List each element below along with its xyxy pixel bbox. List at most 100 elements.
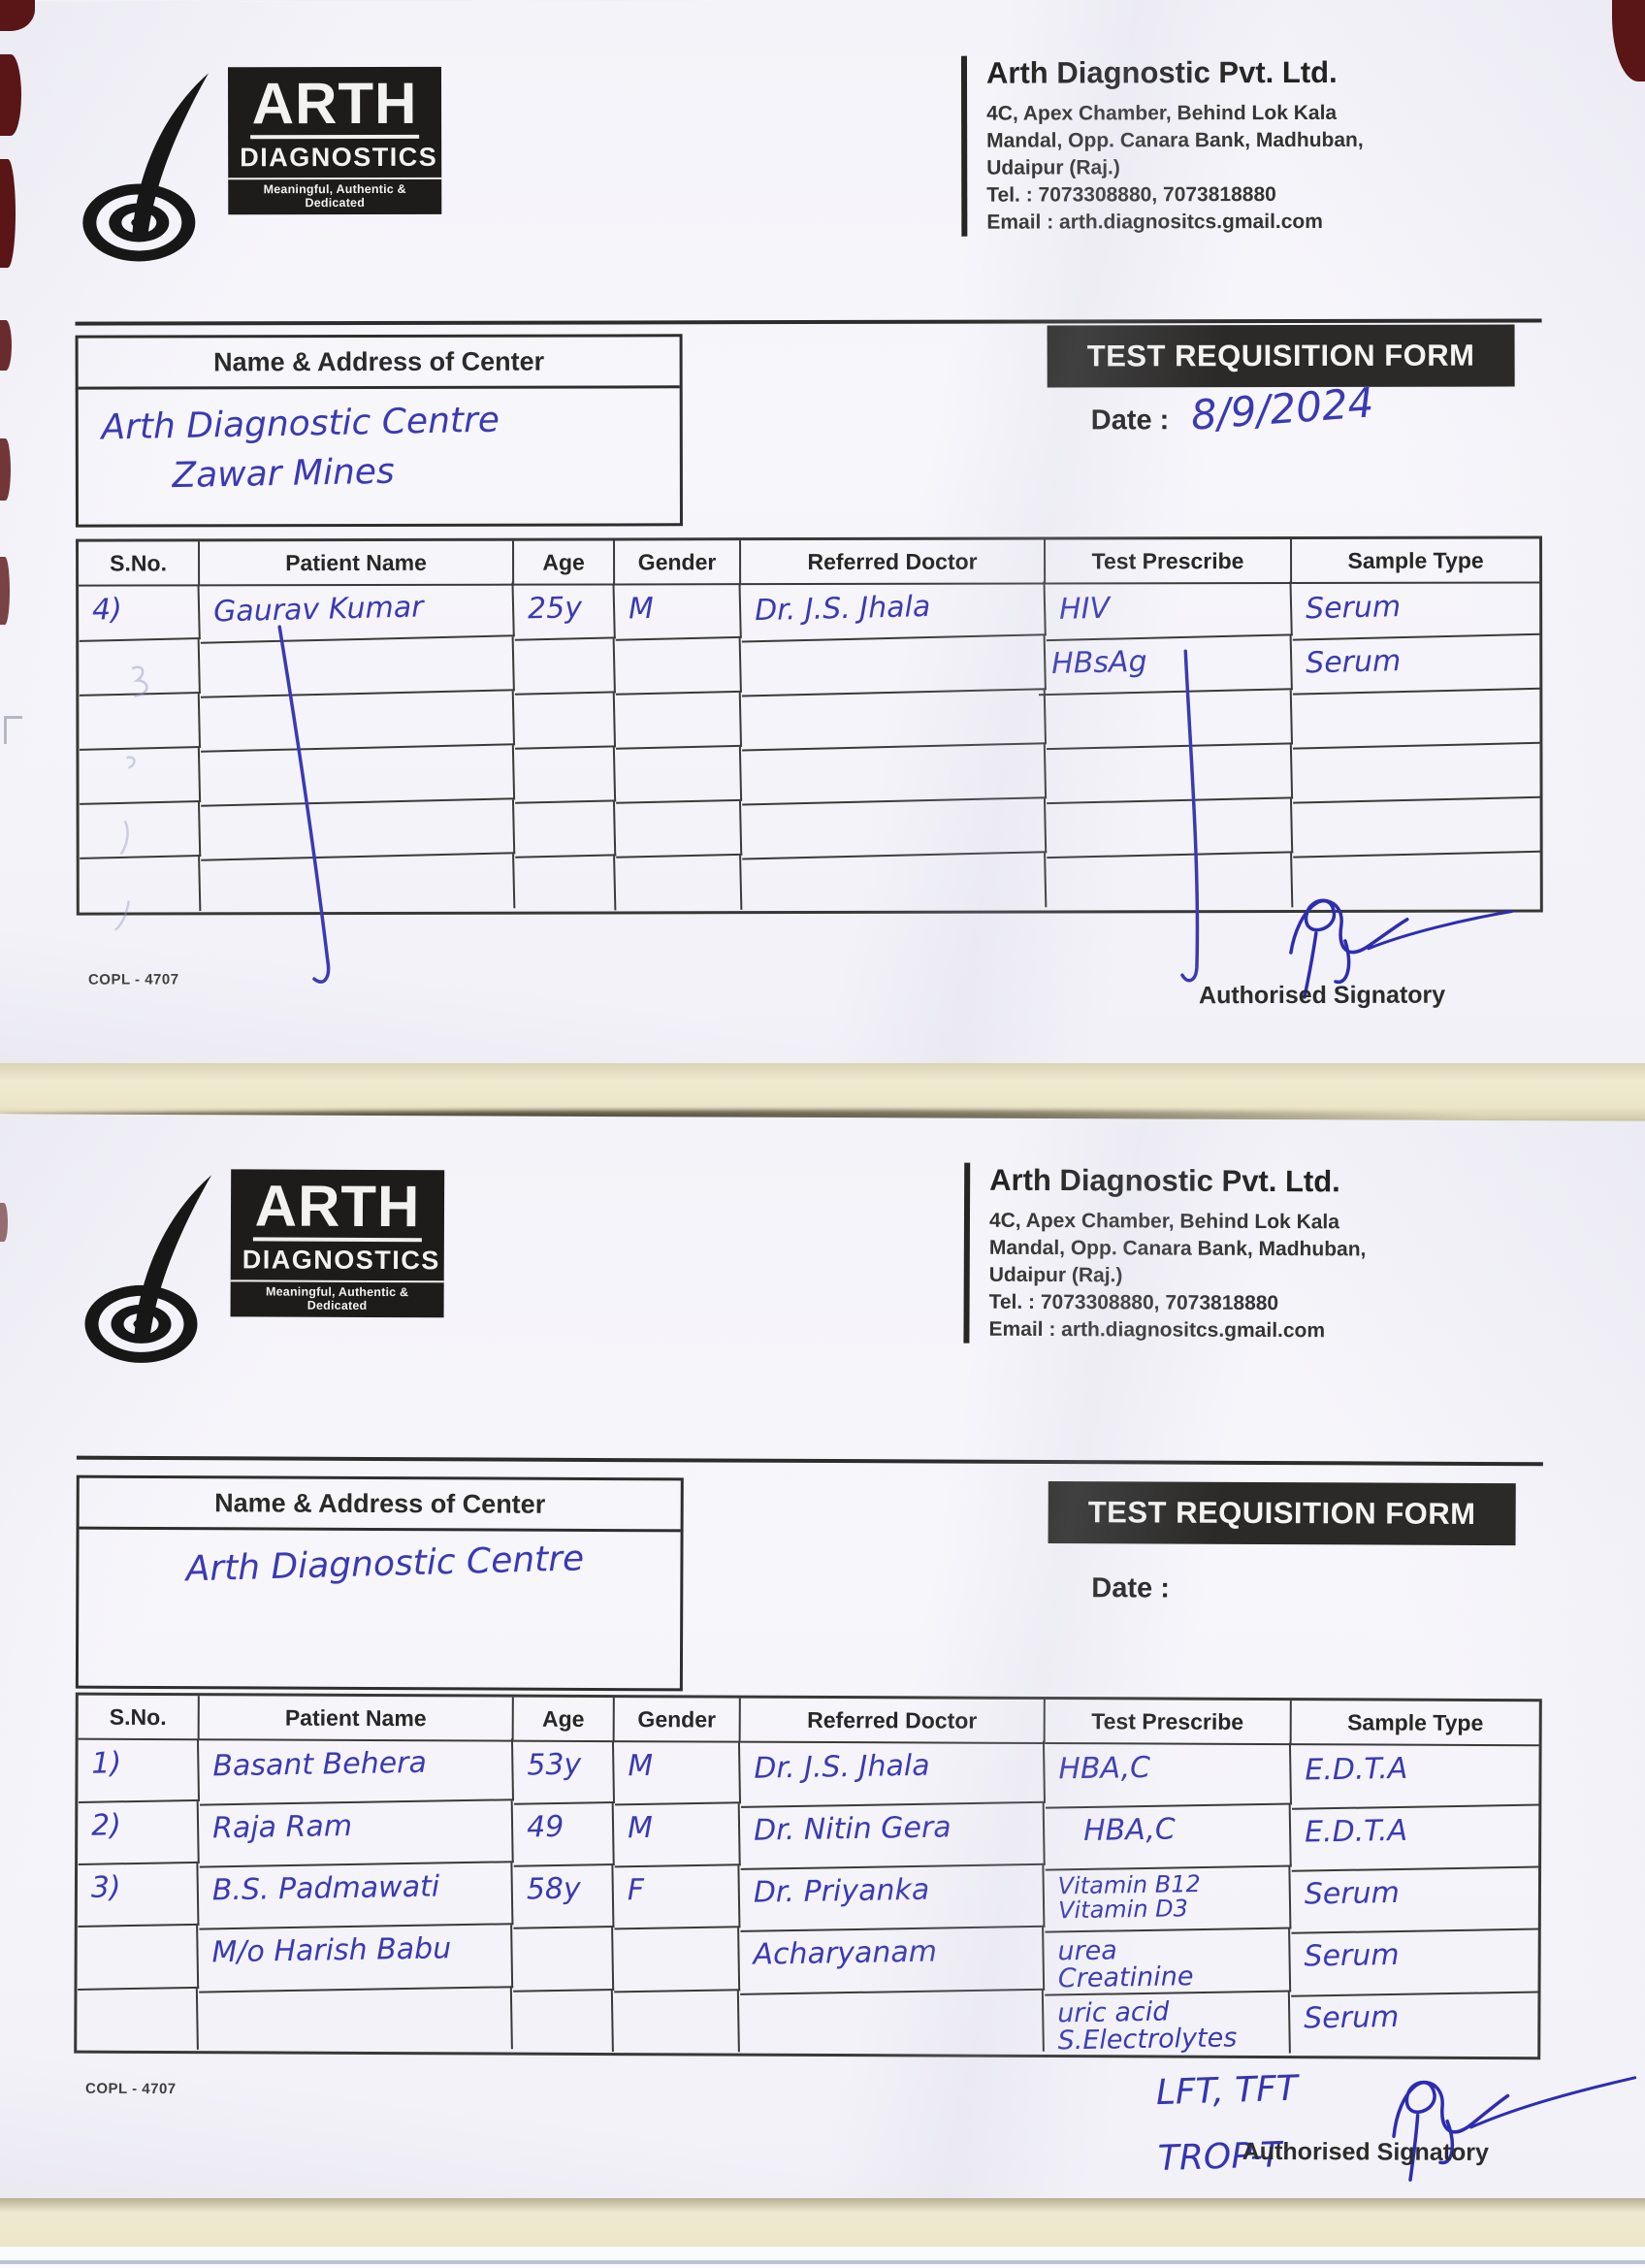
col-header-age: Age: [514, 540, 616, 586]
col-header-gender: Gender: [614, 1698, 741, 1743]
cell-test: HBA,C: [1044, 1804, 1292, 1871]
table-row: 2) Raja Ram 49 M Dr. Nitin Gera HBA,C E.…: [77, 1800, 1539, 1872]
cell-doctor: Dr. Nitin Gera: [739, 1802, 1046, 1870]
company-logo: ARTH DIAGNOSTICS Meaningful, Authentic &…: [75, 48, 501, 276]
col-header-test: Test Prescribe: [1045, 1700, 1292, 1746]
company-info-block: Arth Diagnostic Pvt. Ltd. 4C, Apex Chamb…: [960, 54, 1492, 237]
signature-scribble: [1289, 898, 1514, 999]
company-tel: Tel. : 7073308880, 7073818880: [986, 182, 1276, 207]
cell-patient: [200, 854, 516, 916]
cell-age: [513, 747, 617, 804]
cell-sample: [1292, 797, 1541, 859]
cell-doctor: [740, 744, 1048, 806]
center-name-handwriting: Arth Diagnostic Centre Zawar Mines: [78, 383, 681, 498]
center-name-box: Name & Address of Center Arth Diagnostic…: [75, 334, 683, 528]
cell-test: Vitamin B12 Vitamin D3: [1044, 1866, 1292, 1933]
cell-sno: [78, 748, 202, 805]
col-header-sno: S.No.: [78, 1695, 200, 1741]
cell-sample: Serum: [1291, 634, 1540, 696]
cell-age: 25y: [513, 584, 616, 641]
cell-gender: F: [613, 1865, 741, 1930]
form-title-banner: TEST REQUISITION FORM: [1047, 324, 1515, 388]
scan-artifact: [0, 54, 21, 136]
table-row: [78, 689, 1541, 753]
cell-sample: Serum: [1291, 580, 1540, 641]
cell-sno: 2): [77, 1800, 200, 1865]
date-label: Date :: [1091, 1572, 1170, 1604]
center-name-box: Name & Address of Center Arth Diagnostic…: [75, 1474, 684, 1692]
authorised-signatory-label: Authorised Signatory: [1198, 981, 1446, 1010]
cell-age: [514, 801, 617, 859]
cell-age: [513, 693, 617, 750]
cell-sno: [79, 857, 202, 914]
company-logo: ARTH DIAGNOSTICS Meaningful, Authentic &…: [77, 1150, 504, 1379]
scanned-form-page-2: ARTH DIAGNOSTICS Meaningful, Authentic &…: [0, 1114, 1645, 2206]
scan-artifact: [4, 716, 22, 744]
cell-gender: [614, 746, 743, 804]
center-box-label: Name & Address of Center: [79, 1477, 681, 1533]
center-box-label: Name & Address of Center: [78, 337, 680, 390]
requisition-table: S.No. Patient Name Age Gender Referred D…: [76, 535, 1543, 916]
cell-doctor: [740, 635, 1047, 697]
logo-text-box: ARTH DIAGNOSTICS Meaningful, Authentic &…: [230, 1169, 445, 1318]
cell-patient: Raja Ram: [198, 1800, 514, 1868]
cell-sample: E.D.T.A: [1290, 1743, 1539, 1810]
logo-subtitle: DIAGNOSTICS: [242, 1245, 440, 1276]
cell-sample: Serum: [1290, 1929, 1539, 1997]
center-name-line1: Arth Diagnostic Centre: [185, 1539, 585, 1590]
table-row: M/o Harish Babu Acharyanam urea Creatini…: [77, 1925, 1539, 1997]
cell-sample: [1291, 689, 1541, 750]
cell-sno: [79, 802, 202, 859]
company-address-line3: Udaipur (Raj.): [986, 156, 1120, 179]
cell-doctor: Acharyanam: [739, 1927, 1046, 1995]
company-email: Email : arth.diagnositcs.gmail.com: [988, 1317, 1326, 1342]
logo-tagline: Meaningful, Authentic & Dedicated: [230, 1280, 444, 1318]
logo-text-box: ARTH DIAGNOSTICS Meaningful, Authentic &…: [227, 66, 442, 215]
requisition-table: S.No. Patient Name Age Gender Referred D…: [74, 1692, 1542, 2060]
scan-artifact: [0, 1203, 8, 1242]
logo-brand: ARTH: [252, 1173, 423, 1243]
cell-age: [512, 1927, 615, 1993]
cell-doctor: Dr. J.S. Jhala: [740, 581, 1047, 643]
cell-test: HIV: [1045, 581, 1293, 642]
scanner-bottom-strip: [0, 2198, 1645, 2247]
cell-gender: [615, 800, 743, 859]
cell-test: [1045, 744, 1294, 805]
cell-sample: Serum: [1290, 1867, 1539, 1934]
cell-test: urea Creatinine: [1044, 1928, 1292, 1996]
company-address-line2: Mandal, Opp. Canara Bank, Madhuban,: [988, 1236, 1367, 1261]
cell-gender: M: [613, 1741, 742, 1806]
cell-doctor: Dr. Priyanka: [739, 1864, 1046, 1932]
cell-gender: [615, 855, 743, 913]
company-address-line3: Udaipur (Raj.): [988, 1263, 1123, 1287]
col-header-test: Test Prescribe: [1046, 538, 1293, 585]
scanner-bottom-white: [0, 2247, 1645, 2268]
table-row: HBsAg Serum: [78, 634, 1540, 698]
dartboard-target-icon: [84, 1175, 212, 1363]
company-address-line2: Mandal, Opp. Canara Bank, Madhuban,: [986, 128, 1364, 152]
company-address-line1: 4C, Apex Chamber, Behind Lok Kala: [988, 1209, 1340, 1234]
center-name-handwriting: Arth Diagnostic Centre: [79, 1523, 681, 1593]
table-row: 1) Basant Behera 53y M Dr. J.S. Jhala HB…: [77, 1738, 1539, 1810]
center-name-line1: Arth Diagnostic Centre: [101, 400, 500, 448]
cell-doctor: [740, 690, 1048, 752]
center-name-line2: Zawar Mines: [172, 451, 396, 497]
table-row: uric acid S.Electrolytes Serum: [76, 1987, 1537, 2057]
scan-artifact: [0, 159, 16, 268]
company-name: Arth Diagnostic Pvt. Ltd.: [989, 1162, 1340, 1199]
logo-subtitle: DIAGNOSTICS: [240, 142, 438, 173]
date-label: Date :: [1090, 405, 1170, 437]
col-header-doctor: Referred Doctor: [741, 539, 1047, 586]
company-info-block: Arth Diagnostic Pvt. Ltd. 4C, Apex Chamb…: [963, 1162, 1495, 1345]
cell-age: [511, 1989, 614, 2054]
cell-doctor: Dr. J.S. Jhala: [739, 1740, 1046, 1808]
cell-gender: M: [614, 583, 742, 641]
cell-sno: 3): [77, 1863, 200, 1928]
scan-artifact: [0, 320, 12, 371]
table-row: 3) B.S. Padmawati 58y F Dr. Priyanka Vit…: [77, 1863, 1539, 1934]
table-header-row: S.No. Patient Name Age Gender Referred D…: [79, 538, 1540, 587]
cell-age: 49: [512, 1802, 615, 1867]
cell-sample: [1291, 743, 1541, 804]
col-header-patient: Patient Name: [199, 1696, 514, 1742]
cell-sno: [76, 1987, 199, 2052]
